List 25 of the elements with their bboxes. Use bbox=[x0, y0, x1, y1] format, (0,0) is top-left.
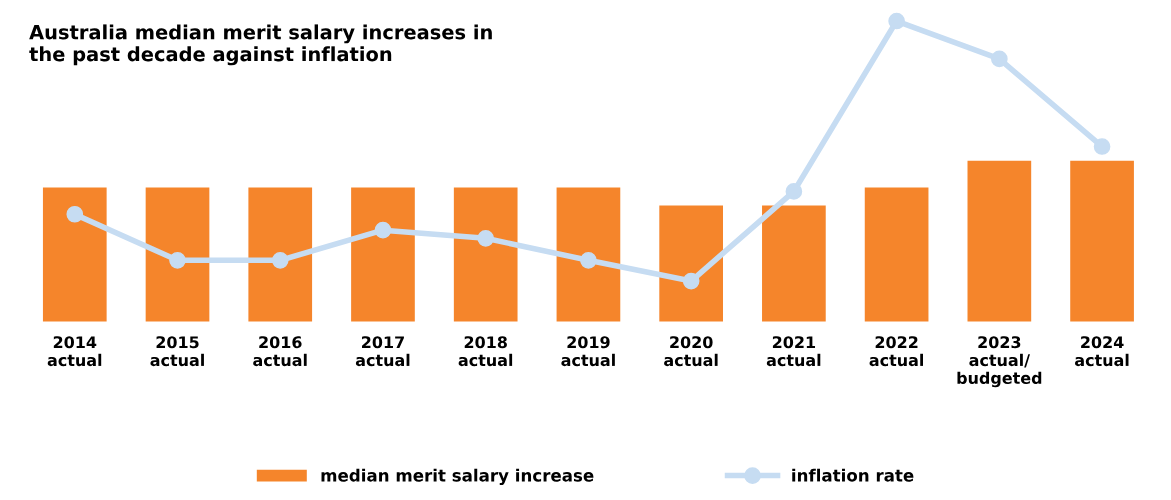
x-tick-label: 2019 actual bbox=[561, 336, 615, 367]
x-tick-label: 2020 actual bbox=[664, 336, 718, 367]
point bbox=[580, 251, 597, 269]
x-tick-label: 2024 actual bbox=[1075, 336, 1129, 367]
legend-label: median merit salary increase bbox=[321, 468, 594, 485]
point bbox=[271, 251, 289, 269]
point bbox=[991, 50, 1008, 68]
point bbox=[888, 12, 905, 30]
legend-label: inflation rate bbox=[792, 468, 914, 482]
point bbox=[374, 221, 392, 239]
x-tick-label: 2021 actual bbox=[766, 336, 821, 367]
x-tick-label: 2015 actual bbox=[150, 336, 204, 367]
x-tick-label: 2022 actual bbox=[869, 336, 924, 367]
x-tick-label: 2016 actual bbox=[253, 336, 307, 367]
point bbox=[477, 229, 495, 247]
point bbox=[1093, 138, 1111, 155]
point bbox=[682, 272, 700, 290]
point bbox=[785, 183, 803, 200]
x-tick-label: 2014 actual bbox=[47, 336, 102, 367]
point bbox=[66, 205, 84, 223]
x-tick-label: 2018 actual bbox=[458, 336, 513, 367]
text: Australia median merit salary increases in the past decade against inflation bbox=[29, 24, 492, 66]
x-tick-label: 2017 actual bbox=[355, 336, 410, 367]
x-tick-label: 2023 actual/ budgeted bbox=[957, 336, 1042, 388]
point bbox=[169, 251, 186, 269]
